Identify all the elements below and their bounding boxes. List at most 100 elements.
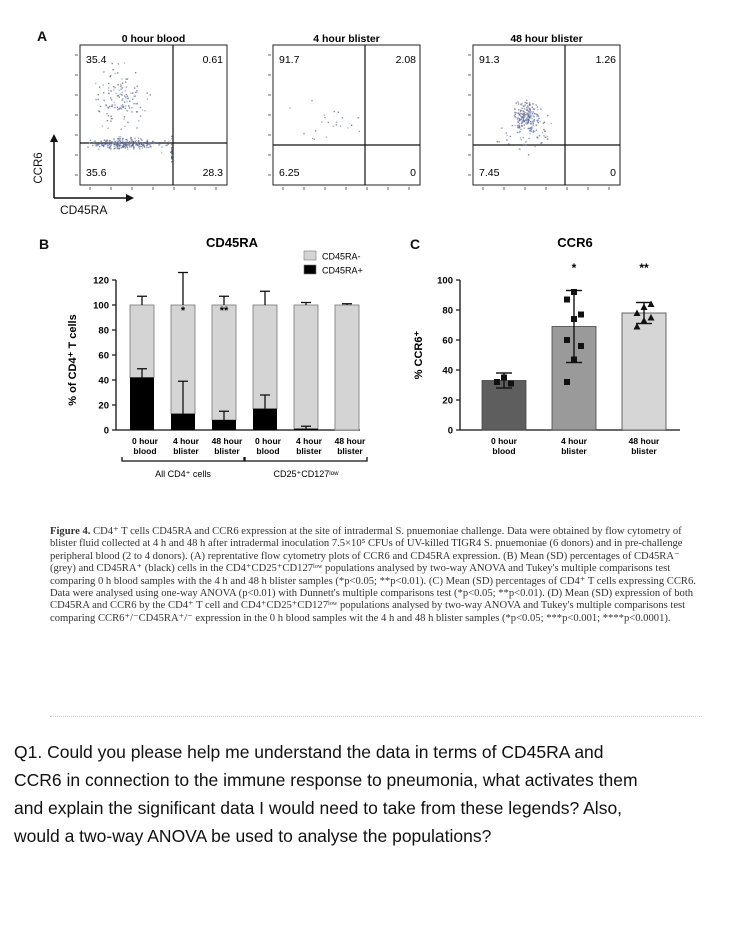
flow-plot-0: 0 hour blood 35.4 0.61 35.6 28.3 bbox=[75, 33, 228, 190]
event-dot bbox=[171, 156, 173, 158]
event-dot bbox=[153, 142, 155, 145]
event-dot bbox=[101, 143, 103, 145]
event-dot bbox=[106, 141, 109, 143]
event-dot bbox=[116, 106, 119, 108]
event-dot bbox=[141, 147, 144, 149]
event-dot bbox=[137, 145, 139, 147]
event-dot bbox=[513, 114, 516, 117]
flow-plot-frame bbox=[472, 44, 621, 186]
event-dot bbox=[121, 78, 123, 80]
event-dot bbox=[118, 136, 120, 138]
event-dot bbox=[523, 143, 525, 146]
event-dot bbox=[527, 112, 530, 114]
event-dot bbox=[313, 138, 316, 140]
event-dot bbox=[111, 117, 113, 120]
event-dot bbox=[519, 126, 521, 128]
chart-b-y-tick-label: 20 bbox=[98, 401, 109, 412]
event-dot bbox=[136, 144, 139, 146]
event-dot bbox=[127, 148, 129, 150]
event-dot bbox=[99, 145, 101, 148]
quadrant-top-left-value: 91.7 bbox=[279, 54, 300, 66]
quadrant-bottom-right-value: 0 bbox=[610, 167, 616, 179]
event-dot bbox=[324, 116, 326, 119]
event-dot bbox=[125, 144, 128, 147]
chart-c-data-point bbox=[564, 296, 570, 303]
chart-c-data-point bbox=[571, 289, 577, 295]
event-dot bbox=[120, 128, 122, 130]
event-dot bbox=[165, 144, 167, 146]
event-dot bbox=[109, 143, 111, 145]
event-dot bbox=[132, 140, 134, 143]
event-dot bbox=[135, 139, 137, 142]
event-dot bbox=[107, 115, 110, 117]
event-dot bbox=[523, 105, 526, 107]
event-dot bbox=[333, 110, 335, 113]
event-dot bbox=[543, 121, 546, 123]
event-dot bbox=[526, 118, 528, 121]
chart-b-group-bracket bbox=[121, 457, 245, 462]
event-dot bbox=[126, 146, 129, 148]
event-dot bbox=[96, 143, 98, 146]
event-dot bbox=[522, 105, 524, 107]
chart-c-bar bbox=[621, 312, 667, 431]
event-dot bbox=[521, 120, 523, 122]
event-dot bbox=[124, 147, 126, 149]
event-dot bbox=[535, 104, 537, 106]
event-dot bbox=[126, 101, 128, 103]
event-dot bbox=[146, 139, 148, 141]
event-dot bbox=[117, 141, 119, 143]
chart-c-data-point bbox=[578, 343, 584, 349]
event-dot bbox=[515, 112, 518, 114]
event-dot bbox=[100, 140, 102, 142]
event-dot bbox=[114, 142, 116, 144]
event-dot bbox=[171, 146, 173, 149]
event-dot bbox=[129, 146, 131, 148]
event-dot bbox=[98, 148, 100, 150]
event-dot bbox=[119, 136, 122, 138]
event-dot bbox=[131, 139, 133, 141]
chart-b-x-tick-label-line1: 4 hour bbox=[296, 436, 323, 446]
quadrant-bottom-right-value: 28.3 bbox=[203, 167, 224, 179]
event-dot bbox=[332, 125, 334, 127]
event-dot bbox=[521, 125, 523, 127]
event-dot bbox=[526, 112, 528, 114]
event-dot bbox=[544, 136, 547, 139]
event-dot bbox=[89, 139, 92, 141]
event-dot bbox=[526, 99, 528, 102]
event-dot bbox=[117, 142, 120, 144]
event-dot bbox=[122, 141, 124, 143]
event-dot bbox=[113, 89, 115, 91]
event-dot bbox=[513, 111, 516, 114]
event-dot bbox=[524, 104, 526, 106]
event-dot bbox=[518, 148, 521, 150]
event-dot bbox=[515, 117, 517, 119]
event-dot bbox=[528, 116, 531, 118]
event-dot bbox=[110, 148, 112, 150]
event-dot bbox=[325, 136, 328, 138]
event-dot bbox=[171, 138, 173, 140]
quadrant-bottom-left-value: 6.25 bbox=[279, 167, 300, 179]
chart-b-x-tick-label-line1: 0 hour bbox=[132, 436, 159, 446]
event-dot bbox=[134, 95, 136, 97]
event-dot bbox=[139, 115, 142, 117]
event-dot bbox=[126, 139, 129, 141]
event-dot bbox=[289, 107, 291, 109]
quadrant-top-right-value: 2.08 bbox=[396, 54, 417, 66]
event-dot bbox=[129, 100, 131, 102]
event-dot bbox=[520, 139, 522, 141]
event-dot bbox=[107, 141, 110, 144]
event-dot bbox=[93, 141, 95, 144]
event-dot bbox=[498, 141, 500, 143]
event-dot bbox=[520, 115, 522, 118]
bar-cd45ra-pos bbox=[171, 413, 195, 430]
event-dot bbox=[171, 150, 173, 153]
event-dot bbox=[518, 131, 520, 134]
event-dot bbox=[126, 144, 128, 146]
event-dot bbox=[94, 141, 96, 143]
event-dot bbox=[120, 147, 122, 149]
event-dot bbox=[124, 81, 127, 83]
chart-b-y-tick-label: 40 bbox=[98, 376, 109, 387]
event-dot bbox=[528, 110, 530, 113]
event-dot bbox=[528, 127, 531, 129]
event-dot bbox=[110, 146, 112, 148]
